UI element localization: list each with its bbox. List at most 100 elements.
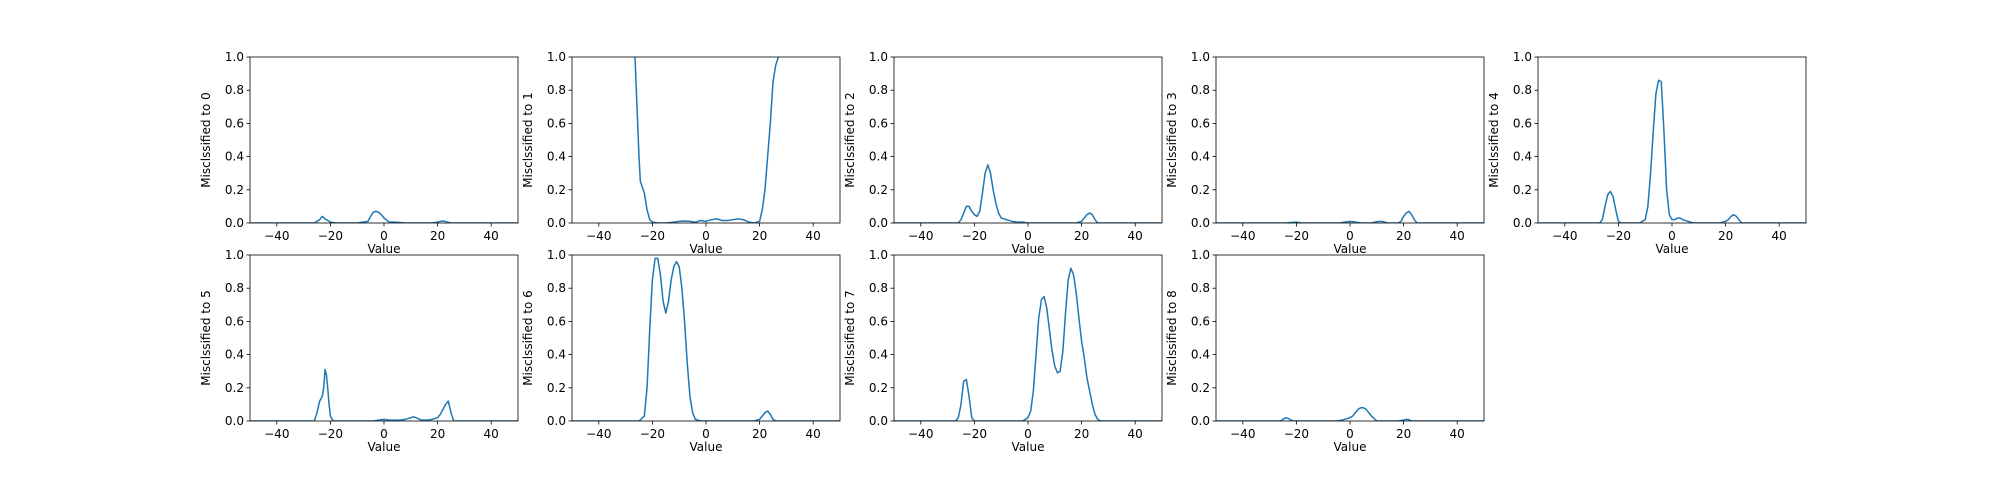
x-tick-label: 20 [1074,427,1089,441]
series-line-density [1538,79,1806,223]
x-tick-label: 0 [1346,427,1354,441]
x-tick-label: −40 [1230,427,1255,441]
x-tick-label: −40 [586,427,611,441]
x-axis-label: Value [1334,440,1367,454]
x-tick-label: 40 [806,229,821,243]
y-tick-label: 0.4 [547,150,566,164]
y-tick-label: 0.4 [225,150,244,164]
y-tick-label: 0.0 [869,216,888,230]
y-tick-label: 0.0 [1191,414,1210,428]
x-tick-label: 20 [1396,427,1411,441]
y-tick-label: 0.2 [1513,183,1532,197]
y-axis-label: Misclssified to 7 [843,290,857,386]
x-tick-label: 20 [430,229,445,243]
y-tick-label: 0.8 [547,281,566,295]
y-tick-label: 0.0 [1513,216,1532,230]
subplot-4: 0.0 0.2 0.4 0.6 0.8 1.0 −40 −20 0 20 40 Value Miscls… [1487,50,1807,256]
y-tick-label: 0.4 [1191,348,1210,362]
x-tick-label: 20 [752,229,767,243]
x-tick-label: 0 [702,427,710,441]
y-tick-label: 0.0 [225,414,244,428]
x-tick-label: 0 [702,229,710,243]
y-tick-label: 0.8 [225,83,244,97]
y-tick-label: 1.0 [869,50,888,64]
y-tick-label: 1.0 [1191,50,1210,64]
subplot-7: 0.0 0.2 0.4 0.6 0.8 1.0 −40 −20 0 20 40 Value Miscls… [843,248,1163,454]
x-tick-label: −20 [640,427,665,441]
x-tick-label: 20 [1396,229,1411,243]
series-line-density [634,57,780,223]
y-tick-label: 0.0 [547,414,566,428]
y-tick-label: 0.8 [1513,83,1532,97]
y-tick-label: 0.2 [1191,381,1210,395]
x-tick-label: 40 [806,427,821,441]
x-tick-label: −40 [908,427,933,441]
x-axis-label: Value [368,440,401,454]
y-tick-label: 0.2 [547,183,566,197]
x-tick-label: −20 [640,229,665,243]
x-tick-label: 0 [380,229,388,243]
x-tick-label: −20 [318,427,343,441]
y-tick-label: 0.4 [1191,150,1210,164]
series-line-density [1216,406,1484,421]
x-axis-label: Value [1334,242,1367,256]
series-line-density [894,164,1162,223]
x-tick-label: −40 [1552,229,1577,243]
y-tick-label: 0.6 [225,314,244,328]
y-tick-label: 0.4 [547,348,566,362]
x-tick-label: 40 [1128,229,1143,243]
x-axis-label: Value [690,242,723,256]
subplot-2: 0.0 0.2 0.4 0.6 0.8 1.0 −40 −20 0 20 40 Value Miscls… [843,50,1163,256]
y-axis-label: Misclssified to 3 [1165,92,1179,188]
y-axis-label: Misclssified to 8 [1165,290,1179,386]
y-tick-label: 0.2 [869,183,888,197]
x-axis-label: Value [1656,242,1689,256]
subplot-0: 0.0 0.2 0.4 0.6 0.8 1.0 −40 −20 0 20 40 Value Miscls… [199,50,519,256]
x-tick-label: 40 [1450,427,1465,441]
y-tick-label: 0.4 [225,348,244,362]
y-axis-label: Misclssified to 4 [1487,92,1501,188]
y-tick-label: 0.8 [869,281,888,295]
y-tick-label: 0.0 [869,414,888,428]
x-tick-label: 0 [1346,229,1354,243]
y-tick-label: 0.4 [1513,150,1532,164]
y-tick-label: 0.6 [225,116,244,130]
x-tick-label: −40 [908,229,933,243]
y-tick-label: 0.6 [1191,116,1210,130]
series-line-density [250,368,518,421]
y-tick-label: 0.2 [225,381,244,395]
y-tick-label: 1.0 [547,248,566,262]
x-axis-label: Value [690,440,723,454]
y-tick-label: 0.0 [547,216,566,230]
subplot-1: 0.0 0.2 0.4 0.6 0.8 1.0 −40 −20 0 20 40 Value Miscls… [521,50,841,256]
x-tick-label: −20 [962,427,987,441]
y-axis-label: Misclssified to 6 [521,290,535,386]
x-tick-label: 40 [1128,427,1143,441]
x-tick-label: 40 [484,229,499,243]
y-tick-label: 0.0 [225,216,244,230]
subplot-3: 0.0 0.2 0.4 0.6 0.8 1.0 −40 −20 0 20 40 Value Miscls… [1165,50,1485,256]
x-tick-label: 20 [1718,229,1733,243]
y-tick-label: 0.2 [1191,183,1210,197]
x-tick-label: 40 [1450,229,1465,243]
y-axis-label: Misclssified to 2 [843,92,857,188]
x-tick-label: −20 [318,229,343,243]
y-tick-label: 0.4 [869,150,888,164]
x-axis-label: Value [368,242,401,256]
series-line-density [250,210,518,223]
y-tick-label: 0.6 [547,314,566,328]
x-tick-label: −40 [1230,229,1255,243]
y-tick-label: 0.6 [1513,116,1532,130]
x-tick-label: 40 [484,427,499,441]
subplot-8: 0.0 0.2 0.4 0.6 0.8 1.0 −40 −20 0 20 40 Value Miscls… [1165,248,1485,454]
y-tick-label: 0.8 [1191,281,1210,295]
x-tick-label: 0 [380,427,388,441]
y-tick-label: 0.4 [869,348,888,362]
y-tick-label: 1.0 [547,50,566,64]
y-axis-label: Misclssified to 5 [199,290,213,386]
x-tick-label: −40 [586,229,611,243]
y-tick-label: 0.6 [869,314,888,328]
subplot-5: 0.0 0.2 0.4 0.6 0.8 1.0 −40 −20 0 20 40 Value Miscls… [199,248,519,454]
x-axis-label: Value [1012,242,1045,256]
